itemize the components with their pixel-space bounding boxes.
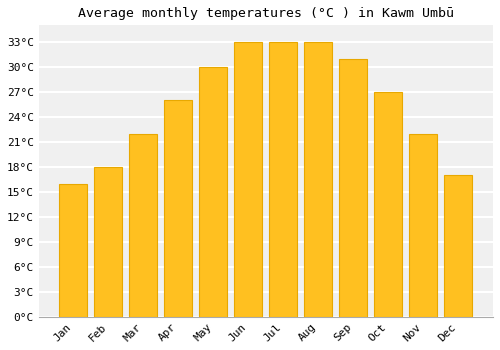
Bar: [340, 58, 367, 317]
Title: Average monthly temperatures (°C ) in Kawm Umbū: Average monthly temperatures (°C ) in Ka…: [78, 7, 454, 20]
Bar: [410, 134, 438, 317]
Bar: [200, 67, 228, 317]
Bar: [130, 134, 158, 317]
Bar: [60, 183, 88, 317]
Bar: [234, 42, 262, 317]
Bar: [164, 100, 192, 317]
Bar: [94, 167, 122, 317]
Bar: [270, 42, 297, 317]
Bar: [374, 92, 402, 317]
Bar: [444, 175, 472, 317]
Bar: [304, 42, 332, 317]
